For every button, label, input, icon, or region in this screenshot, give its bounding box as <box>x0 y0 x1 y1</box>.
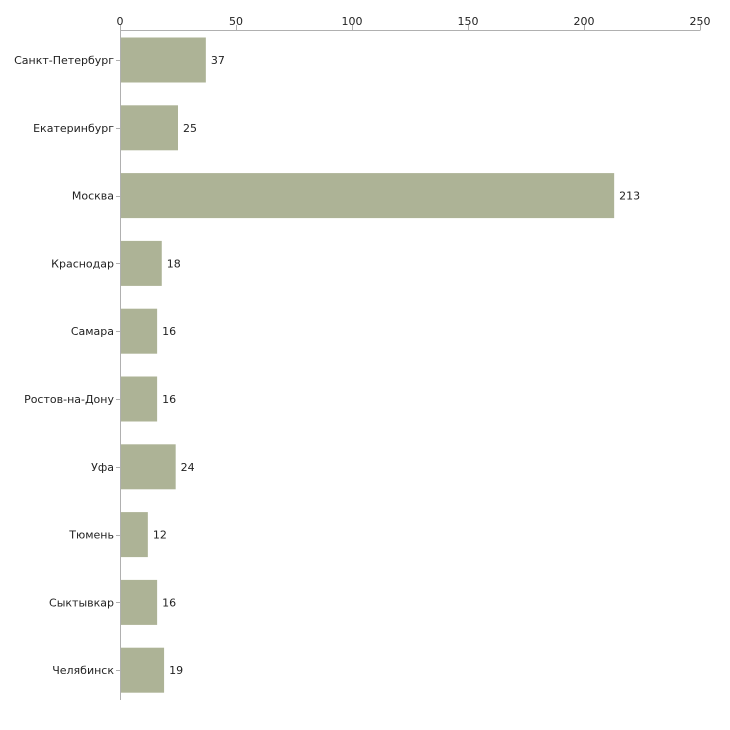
x-tick-label: 0 <box>117 15 124 28</box>
category-label: Москва <box>72 190 114 203</box>
value-label: 24 <box>181 461 195 474</box>
value-label: 37 <box>211 54 225 67</box>
bar <box>121 647 165 693</box>
category-label: Краснодар <box>51 257 114 270</box>
bar <box>121 376 158 422</box>
category-label: Екатеринбург <box>33 122 114 135</box>
category-label: Сыктывкар <box>49 596 114 609</box>
x-axis: 0 50 100 150 200 250 <box>117 15 711 30</box>
category-label: Санкт-Петербург <box>14 54 114 67</box>
value-label: 16 <box>162 596 176 609</box>
value-label: 18 <box>167 257 181 270</box>
value-labels: 37 25 213 18 16 16 24 12 16 19 <box>153 54 640 677</box>
bar <box>121 173 615 219</box>
bar <box>121 37 206 83</box>
bar <box>121 444 176 490</box>
x-tick-label: 150 <box>458 15 479 28</box>
category-label: Челябинск <box>52 664 114 677</box>
category-label: Самара <box>71 325 114 338</box>
bar <box>121 579 158 625</box>
value-label: 16 <box>162 393 176 406</box>
x-tick-label: 100 <box>342 15 363 28</box>
value-label: 213 <box>619 190 640 203</box>
bar <box>121 308 158 354</box>
x-tick-label: 250 <box>690 15 711 28</box>
x-tick-label: 50 <box>229 15 243 28</box>
value-label: 25 <box>183 122 197 135</box>
x-tick-label: 200 <box>574 15 595 28</box>
category-label: Ростов-на-Дону <box>24 393 114 406</box>
bars <box>121 37 615 693</box>
value-label: 16 <box>162 325 176 338</box>
bar <box>121 512 148 558</box>
category-label: Уфа <box>91 461 114 474</box>
value-label: 19 <box>169 664 183 677</box>
category-label: Тюмень <box>68 529 114 542</box>
bar <box>121 240 162 286</box>
value-label: 12 <box>153 529 167 542</box>
bar <box>121 105 178 151</box>
category-labels: Санкт-Петербург Екатеринбург Москва Краснод… <box>14 54 120 677</box>
